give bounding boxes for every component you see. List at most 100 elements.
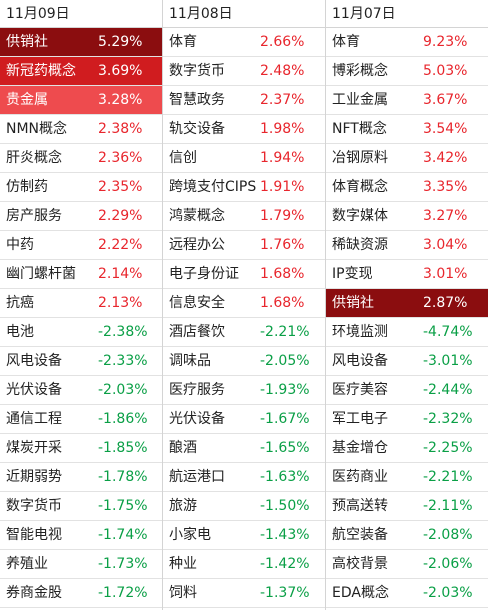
sector-row[interactable]: 房产服务 2.29%: [0, 202, 162, 231]
sector-name: 养殖业: [6, 556, 48, 572]
sector-row[interactable]: 数字货币 2.48%: [163, 57, 325, 86]
sector-change-percent: -1.50%: [260, 498, 310, 514]
sector-row[interactable]: 鸿蒙概念 1.79%: [163, 202, 325, 231]
sector-row[interactable]: 稀缺资源 3.04%: [326, 231, 488, 260]
sector-change-percent: 2.37%: [260, 92, 305, 108]
sector-name: 供销社: [6, 34, 48, 50]
sector-name: 数字媒体: [332, 208, 388, 224]
sector-row[interactable]: 幽门螺杆菌 2.14%: [0, 260, 162, 289]
sector-row[interactable]: 远程办公 1.76%: [163, 231, 325, 260]
sector-row[interactable]: 仿制药 2.35%: [0, 173, 162, 202]
sector-row[interactable]: 数字货币 -1.75%: [0, 492, 162, 521]
sector-row[interactable]: 体育概念 3.35%: [326, 173, 488, 202]
sector-row[interactable]: 数字媒体 3.27%: [326, 202, 488, 231]
sector-row[interactable]: NMN概念 2.38%: [0, 115, 162, 144]
sector-name: 近期弱势: [6, 469, 62, 485]
sector-name: 体育: [169, 34, 197, 50]
sector-change-percent: -2.08%: [423, 527, 473, 543]
sector-change-percent: -1.42%: [260, 556, 310, 572]
sector-row[interactable]: 医药商业 -2.21%: [326, 463, 488, 492]
sector-row[interactable]: NFT概念 3.54%: [326, 115, 488, 144]
sector-name: EDA概念: [332, 585, 389, 601]
sector-row[interactable]: 轨交设备 1.98%: [163, 115, 325, 144]
sector-name: 高校背景: [332, 556, 388, 572]
sector-row[interactable]: 电子身份证 1.68%: [163, 260, 325, 289]
sector-row[interactable]: 中药 2.22%: [0, 231, 162, 260]
sector-name: 调味品: [169, 353, 211, 369]
sector-row[interactable]: IP变现 3.01%: [326, 260, 488, 289]
sector-row[interactable]: 券商金股 -1.72%: [0, 579, 162, 608]
sector-change-percent: -1.43%: [260, 527, 310, 543]
sector-change-percent: -2.06%: [423, 556, 473, 572]
sector-row[interactable]: 光伏设备 -2.03%: [0, 376, 162, 405]
sector-row[interactable]: 信创 1.94%: [163, 144, 325, 173]
sector-change-percent: -2.21%: [423, 469, 473, 485]
sector-name: 通信工程: [6, 411, 62, 427]
sector-change-percent: 1.94%: [260, 150, 305, 166]
sector-row[interactable]: 调味品 -2.05%: [163, 347, 325, 376]
sector-row[interactable]: 养殖业 -1.73%: [0, 550, 162, 579]
sector-row[interactable]: 预高送转 -2.11%: [326, 492, 488, 521]
sector-change-percent: 2.13%: [98, 295, 143, 311]
sector-row[interactable]: 种业 -1.42%: [163, 550, 325, 579]
sector-row[interactable]: 新冠药概念 3.69%: [0, 57, 162, 86]
sector-change-percent: 1.68%: [260, 295, 305, 311]
sector-name: 工业金属: [332, 92, 388, 108]
sector-name: 数字货币: [169, 63, 225, 79]
sector-row[interactable]: 高校背景 -2.06%: [326, 550, 488, 579]
sector-row[interactable]: 酿酒 -1.65%: [163, 434, 325, 463]
sector-change-percent: 9.23%: [423, 34, 468, 50]
sector-row[interactable]: 跨境支付CIPS 1.91%: [163, 173, 325, 202]
sector-row[interactable]: 信息安全 1.68%: [163, 289, 325, 318]
sector-name: 稀缺资源: [332, 237, 388, 253]
sector-name: 航运港口: [169, 469, 225, 485]
sector-row[interactable]: 智能电视 -1.74%: [0, 521, 162, 550]
sector-change-percent: -1.78%: [98, 469, 148, 485]
sector-name: 新冠药概念: [6, 63, 76, 79]
sector-row[interactable]: 光伏设备 -1.67%: [163, 405, 325, 434]
sector-row[interactable]: 体育 2.66%: [163, 28, 325, 57]
sector-name: 基金增仓: [332, 440, 388, 456]
sector-row[interactable]: 基金增仓 -2.25%: [326, 434, 488, 463]
sector-row[interactable]: 通信工程 -1.86%: [0, 405, 162, 434]
sector-row[interactable]: 博彩概念 5.03%: [326, 57, 488, 86]
sector-row[interactable]: 风电设备 -2.33%: [0, 347, 162, 376]
sector-row[interactable]: 冶钢原料 3.42%: [326, 144, 488, 173]
sector-row[interactable]: 近期弱势 -1.78%: [0, 463, 162, 492]
sector-change-percent: -2.03%: [98, 382, 148, 398]
sector-list: 供销社 5.29% 新冠药概念 3.69% 贵金属 3.28% NMN概念 2.38% 肝炎概念…: [0, 28, 162, 608]
sector-row[interactable]: 饲料 -1.37%: [163, 579, 325, 608]
sector-row[interactable]: 军工电子 -2.32%: [326, 405, 488, 434]
sector-row[interactable]: EDA概念 -2.03%: [326, 579, 488, 608]
sector-row[interactable]: 风电设备 -3.01%: [326, 347, 488, 376]
sector-name: 信创: [169, 150, 197, 166]
sector-row[interactable]: 电池 -2.38%: [0, 318, 162, 347]
sector-row[interactable]: 医疗美容 -2.44%: [326, 376, 488, 405]
sector-name: 煤炭开采: [6, 440, 62, 456]
sector-row[interactable]: 供销社 5.29%: [0, 28, 162, 57]
sector-name: 医疗服务: [169, 382, 225, 398]
sector-row[interactable]: 航空装备 -2.08%: [326, 521, 488, 550]
sector-row[interactable]: 体育 9.23%: [326, 28, 488, 57]
sector-row[interactable]: 旅游 -1.50%: [163, 492, 325, 521]
sector-change-percent: 3.27%: [423, 208, 468, 224]
sector-row[interactable]: 智慧政务 2.37%: [163, 86, 325, 115]
sector-row[interactable]: 供销社 2.87%: [326, 289, 488, 318]
sector-row[interactable]: 航运港口 -1.63%: [163, 463, 325, 492]
sector-row[interactable]: 工业金属 3.67%: [326, 86, 488, 115]
sector-row[interactable]: 小家电 -1.43%: [163, 521, 325, 550]
sector-row[interactable]: 贵金属 3.28%: [0, 86, 162, 115]
sector-row[interactable]: 抗癌 2.13%: [0, 289, 162, 318]
sector-name: 抗癌: [6, 295, 34, 311]
sector-row[interactable]: 酒店餐饮 -2.21%: [163, 318, 325, 347]
sector-name: 智能电视: [6, 527, 62, 543]
sector-name: 环境监测: [332, 324, 388, 340]
sector-row[interactable]: 煤炭开采 -1.85%: [0, 434, 162, 463]
sector-row[interactable]: 医疗服务 -1.93%: [163, 376, 325, 405]
sector-name: 医药商业: [332, 469, 388, 485]
sector-name: 仿制药: [6, 179, 48, 195]
sector-change-percent: -1.65%: [260, 440, 310, 456]
column-nov-07: 11月07日 体育 9.23% 博彩概念 5.03% 工业金属 3.67% NFT概念 3.5…: [326, 0, 488, 610]
sector-row[interactable]: 环境监测 -4.74%: [326, 318, 488, 347]
sector-row[interactable]: 肝炎概念 2.36%: [0, 144, 162, 173]
